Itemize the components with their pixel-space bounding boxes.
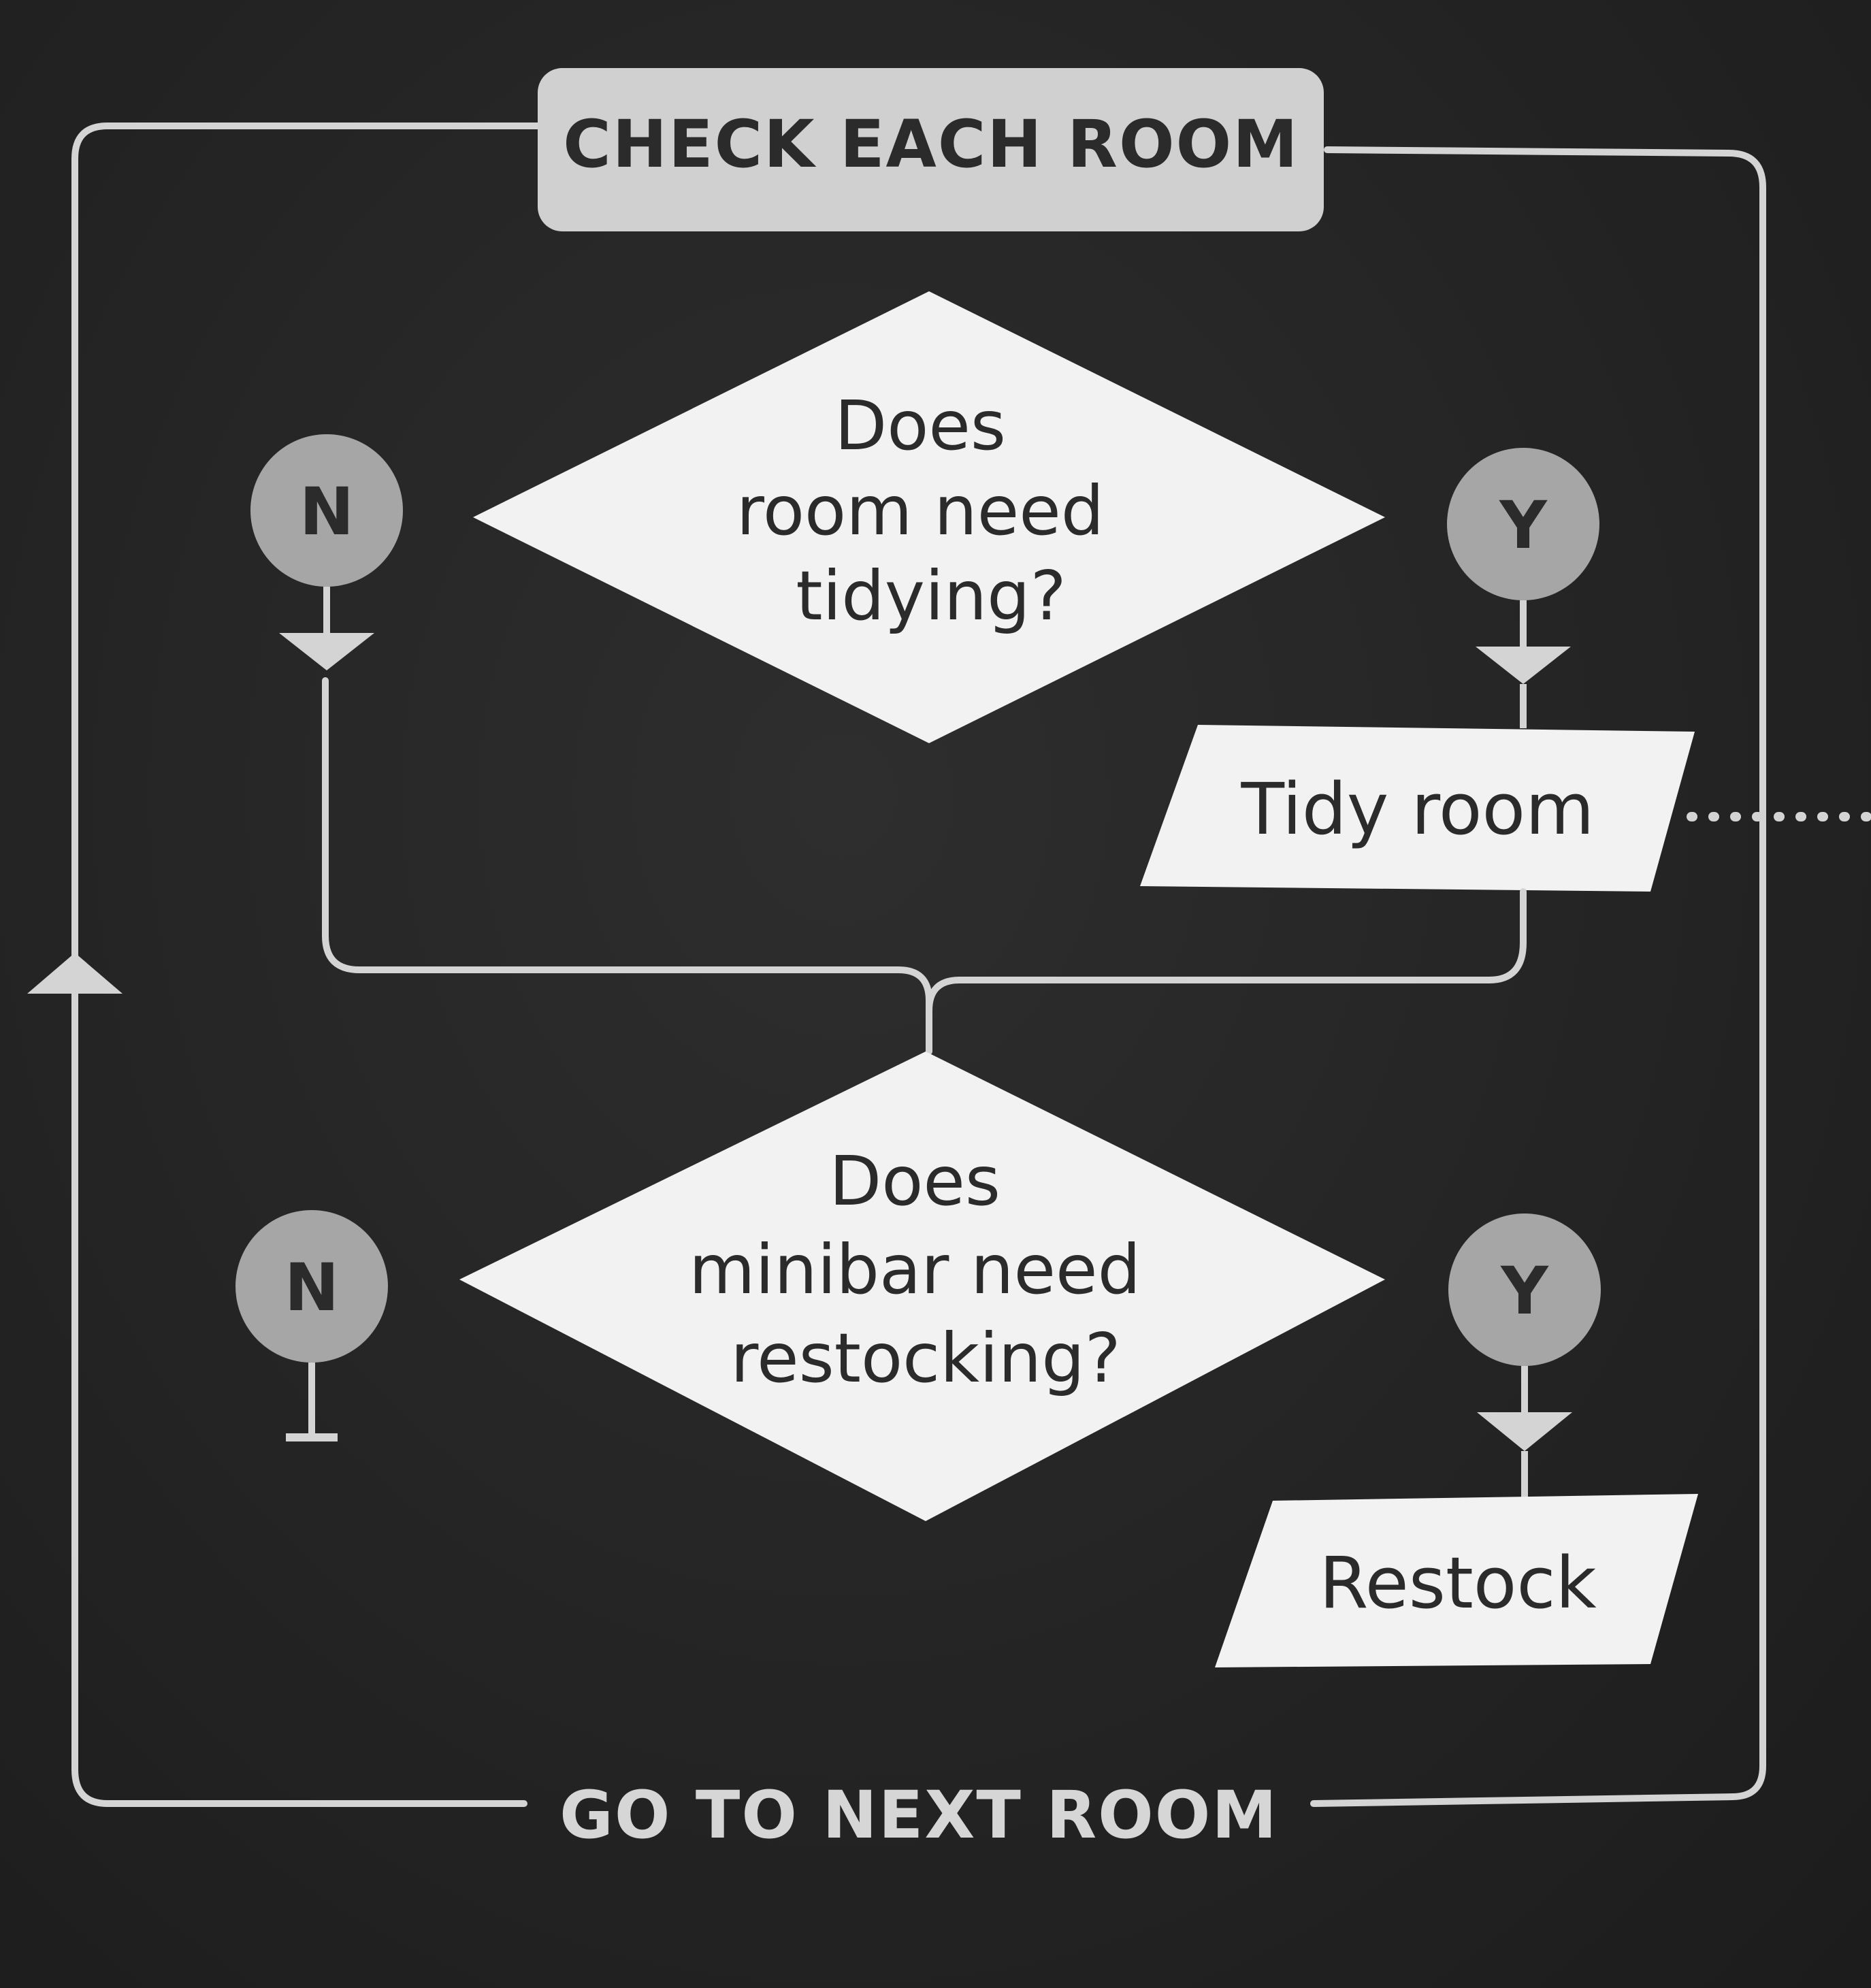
decision-2-no-label: N [284, 1250, 339, 1326]
action-tidy-room-label: Tidy room [1241, 768, 1595, 851]
action-tidy-room-box [1140, 725, 1695, 892]
loop-line-top-right [1310, 146, 1766, 1807]
decision-2-line-3: restocking? [730, 1318, 1121, 1398]
decision-1-diamond [473, 291, 1385, 743]
decision-2-yes-label: Y [1500, 1253, 1549, 1329]
decision-2-text: Does minibar need restocking? [689, 1141, 1162, 1398]
decision-2-yes-circle [1448, 1213, 1601, 1366]
decision-1-line-2: room need [736, 471, 1104, 551]
loop-line-top-left [71, 123, 541, 970]
decision-1-yes-label: Y [1499, 487, 1548, 564]
decision-1-no-label: N [299, 474, 354, 550]
decision-2-line-1: Does [829, 1141, 1000, 1221]
loop-up-arrowhead [27, 953, 123, 994]
merge-line-left [322, 677, 932, 1055]
start-label: CHECK EACH ROOM [563, 106, 1299, 182]
decision-1-line-1: Does [834, 386, 1006, 466]
loop-line-left-lower [71, 997, 527, 1807]
end-label: GO TO NEXT ROOM [559, 1777, 1278, 1853]
decision-2-no-circle [235, 1210, 388, 1363]
start-box [538, 68, 1324, 231]
merge-line-right [926, 888, 1527, 1014]
decision-2-diamond [459, 1052, 1385, 1521]
action-restock-label: Restock [1319, 1542, 1597, 1625]
action-restock-box [1215, 1494, 1698, 1667]
decision-2-yes-arrowhead [1477, 1412, 1572, 1451]
decision-1-yes-arrowhead [1476, 647, 1571, 684]
decision-1-yes-circle [1447, 448, 1599, 600]
decision-2-line-2: minibar need [689, 1230, 1141, 1309]
decision-1-text: Does room need tidying? [736, 386, 1126, 636]
decision-1-no-arrowhead [279, 633, 374, 670]
decision-1-no-circle [250, 434, 403, 587]
decision-1-line-3: tidying? [796, 556, 1066, 636]
